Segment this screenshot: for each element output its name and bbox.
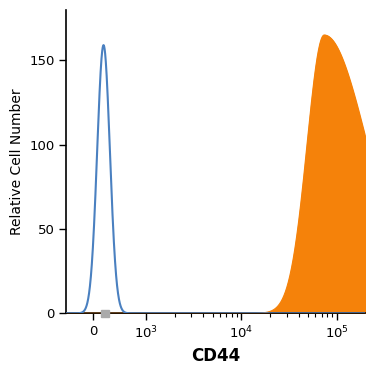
Bar <box>101 310 109 317</box>
Y-axis label: Relative Cell Number: Relative Cell Number <box>10 88 24 235</box>
X-axis label: CD44: CD44 <box>191 347 240 365</box>
